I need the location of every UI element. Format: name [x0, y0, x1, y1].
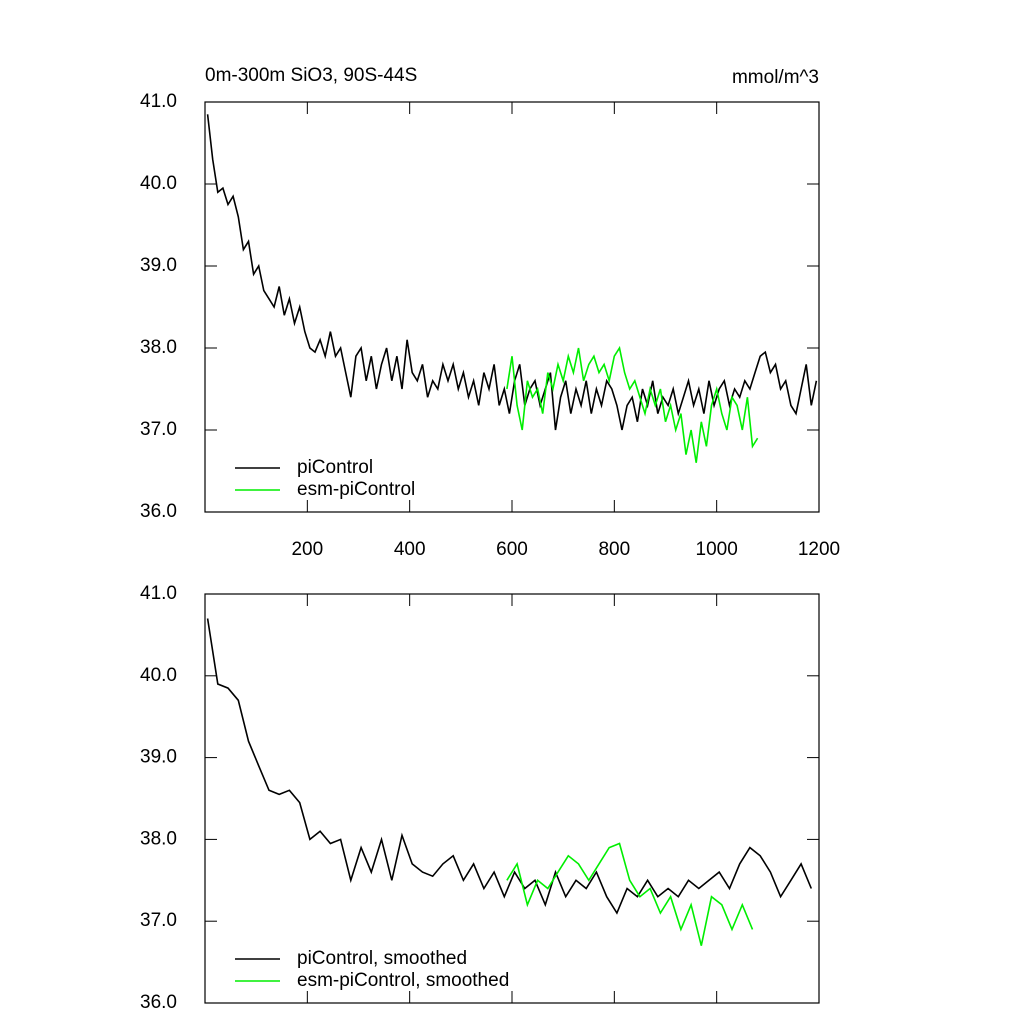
legend-label: piControl, smoothed: [297, 948, 467, 969]
y-tick-label: 37.0: [140, 419, 177, 440]
x-tick-label: 400: [394, 539, 426, 560]
y-tick-label: 40.0: [140, 665, 177, 686]
y-tick-label: 37.0: [140, 910, 177, 931]
x-tick-label: 1000: [696, 539, 738, 560]
legend-label: esm-piControl, smoothed: [297, 970, 509, 991]
chart-title: 0m-300m SiO3, 90S-44S: [205, 65, 417, 86]
y-tick-label: 36.0: [140, 992, 177, 1013]
series-line: [206, 618, 813, 915]
series-line: [506, 345, 759, 463]
units-label: mmol/m^3: [732, 67, 819, 88]
x-tick-label: 1200: [798, 539, 840, 560]
y-tick-label: 40.0: [140, 173, 177, 194]
series-line: [206, 114, 818, 431]
y-tick-label: 36.0: [140, 501, 177, 522]
plot-frame: [204, 101, 820, 513]
x-tick-label: 600: [496, 539, 528, 560]
x-tick-label: 800: [598, 539, 630, 560]
legend-label: esm-piControl: [297, 479, 415, 500]
x-tick-label: 200: [291, 539, 323, 560]
y-tick-label: 39.0: [140, 255, 177, 276]
y-tick-label: 41.0: [140, 583, 177, 604]
y-tick-label: 38.0: [140, 828, 177, 849]
y-tick-label: 41.0: [140, 91, 177, 112]
series-line: [506, 842, 754, 946]
y-tick-label: 39.0: [140, 747, 177, 768]
legend-label: piControl: [297, 457, 373, 478]
y-tick-label: 38.0: [140, 337, 177, 358]
